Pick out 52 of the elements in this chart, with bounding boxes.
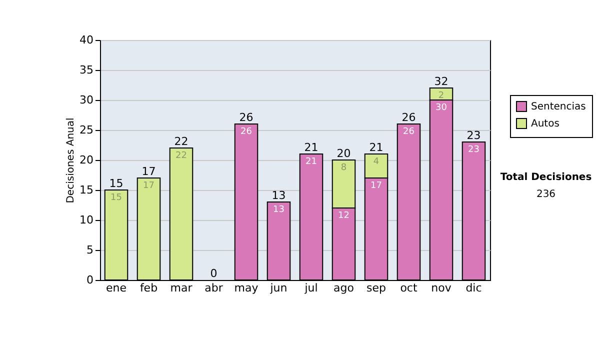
x-tick-label: jun <box>269 282 288 294</box>
total-label: 21 <box>369 141 384 154</box>
text: 0 <box>210 267 218 280</box>
data-label: 12 <box>338 211 350 221</box>
y-axis-title: Decisiones Anual <box>66 118 77 204</box>
data-label: 26 <box>403 127 415 137</box>
total-label: 26 <box>402 111 416 124</box>
x-tick-label: oct <box>400 282 418 294</box>
y-tick-label: 40 <box>80 34 94 46</box>
x-tick-label: abr <box>204 282 224 294</box>
total-label: 22 <box>174 135 188 148</box>
y-tick-label: 10 <box>80 214 94 226</box>
data-label: 15 <box>110 193 122 203</box>
data-label: 21 <box>306 157 317 167</box>
total-label: 32 <box>434 75 448 88</box>
data-label: 17 <box>143 181 154 191</box>
x-tick-label: mar <box>170 282 193 294</box>
y-tick-label: 35 <box>80 64 94 76</box>
x-tick-label: dic <box>466 282 482 294</box>
x-tick-label: may <box>234 282 259 294</box>
x-tick-label: feb <box>140 282 158 294</box>
text: Total Decisiones <box>499 172 593 183</box>
y-tick-label: 5 <box>86 244 94 256</box>
data-label: 8 <box>340 163 347 173</box>
text: 236 <box>535 189 557 200</box>
total-label: 26 <box>239 111 254 124</box>
data-label: 2 <box>438 91 444 101</box>
x-tick-label: ago <box>334 282 354 294</box>
data-label: 30 <box>436 103 448 113</box>
x-tick-label: nov <box>431 282 452 294</box>
total-label: 23 <box>466 129 481 142</box>
data-label: 26 <box>240 127 252 137</box>
y-tick-label: 0 <box>86 274 94 286</box>
total-label: 20 <box>336 147 351 160</box>
total-label: 21 <box>304 141 318 154</box>
y-tick-label: 25 <box>80 124 94 136</box>
data-label: 23 <box>468 145 480 155</box>
data-label: 13 <box>273 205 284 215</box>
total-label: 17 <box>142 165 156 178</box>
data-label: 22 <box>176 151 187 161</box>
y-tick-label: 15 <box>80 184 94 196</box>
legend-label: Sentencias <box>531 102 586 112</box>
data-label: 4 <box>373 157 380 167</box>
x-tick-label: sep <box>366 282 386 294</box>
x-tick-label: jul <box>304 282 318 294</box>
legend-label: Autos <box>531 118 560 130</box>
total-label: 13 <box>272 189 286 202</box>
y-tick-label: 30 <box>80 94 94 106</box>
data-label: 17 <box>370 181 382 191</box>
total-label: 15 <box>109 177 124 190</box>
y-tick-label: 20 <box>80 154 94 166</box>
x-tick-label: ene <box>106 282 127 294</box>
